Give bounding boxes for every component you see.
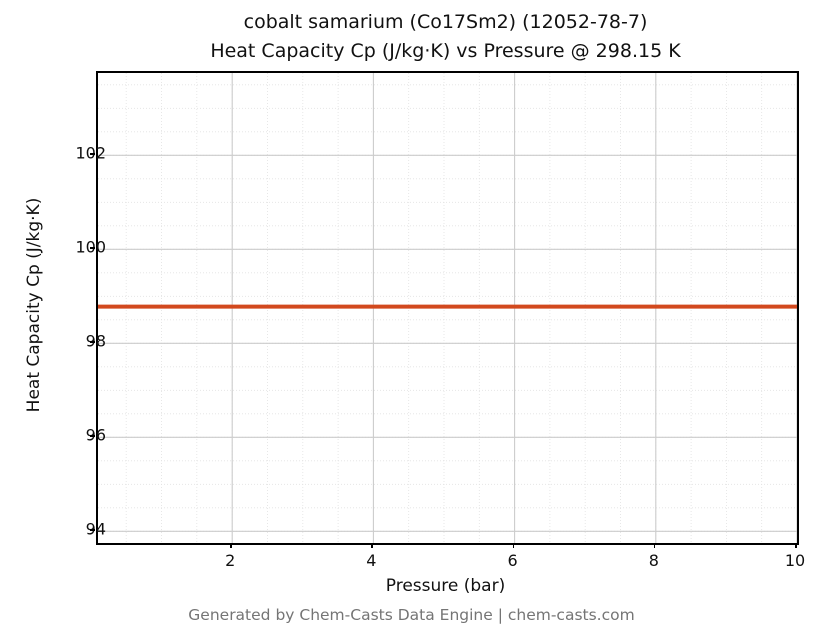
x-tick-mark	[230, 543, 232, 548]
y-tick-mark	[90, 153, 95, 155]
x-tick-label: 4	[366, 551, 377, 570]
y-tick-mark	[90, 247, 95, 249]
y-tick-mark	[90, 435, 95, 437]
x-axis-label: Pressure (bar)	[385, 576, 506, 596]
y-tick-label: 100	[75, 237, 106, 257]
x-tick-label: 2	[225, 551, 236, 570]
y-tick-label: 98	[85, 331, 106, 351]
chart-title: cobalt samarium (Co17Sm2) (12052-78-7) H…	[96, 8, 795, 67]
chart-title-line1: cobalt samarium (Co17Sm2) (12052-78-7)	[243, 11, 648, 33]
footer-credit: Generated by Chem-Casts Data Engine | ch…	[188, 606, 635, 624]
chart-title-line2: Heat Capacity Cp (J/kg·K) vs Pressure @ …	[210, 40, 681, 63]
x-tick-label: 10	[784, 551, 806, 570]
x-tick-mark	[795, 543, 797, 548]
x-tick-label: 8	[648, 551, 659, 570]
y-tick-mark	[90, 529, 95, 531]
x-tick-mark	[371, 543, 373, 548]
y-tick-label: 94	[85, 519, 106, 539]
x-tick-mark	[512, 543, 515, 548]
y-axis-label: Heat Capacity Cp (J/kg·K)	[24, 197, 44, 413]
y-tick-mark	[90, 341, 95, 343]
y-tick-label: 96	[85, 425, 106, 445]
plot-canvas	[98, 73, 797, 543]
y-tick-label: 102	[75, 143, 106, 163]
plot-area	[96, 71, 799, 545]
x-tick-mark	[653, 543, 656, 548]
x-tick-label: 6	[507, 551, 518, 570]
